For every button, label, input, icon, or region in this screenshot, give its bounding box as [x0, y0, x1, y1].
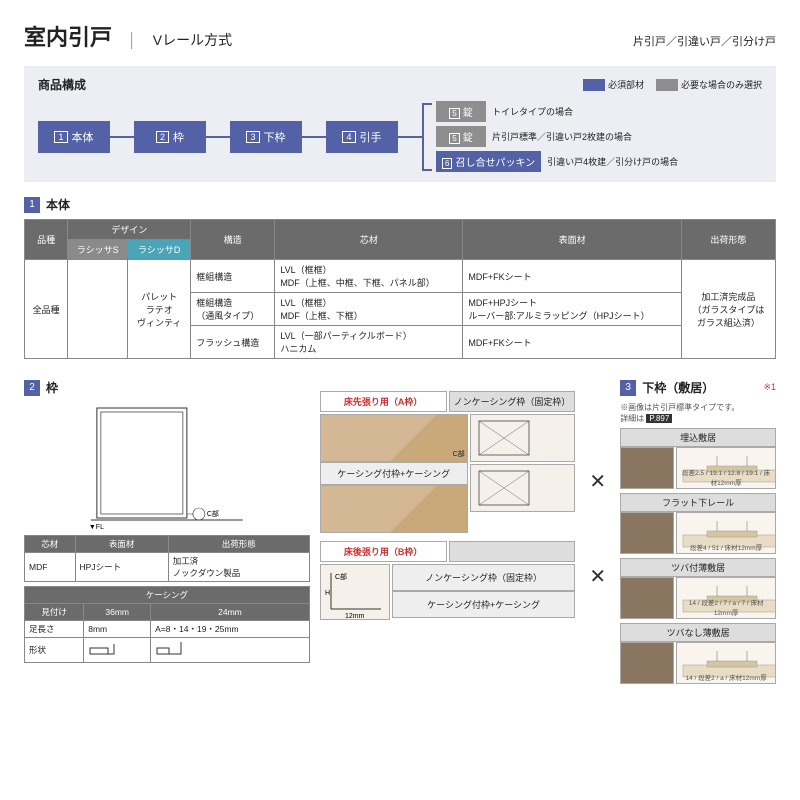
section-2-title: 枠 [46, 379, 58, 396]
svg-text:C部: C部 [335, 572, 347, 581]
sill-item-3: ツバなし薄敷居14 / 段差2 / a / 床材12mm厚 [620, 623, 776, 684]
section-3-note: ※画像は片引戸標準タイプです。詳細は P.897 [620, 402, 776, 424]
flow-row: 1本体 2枠 3下枠 4引手 5錠トイレタイプの場合 5錠片引戸標準／引違い戸2… [38, 101, 762, 172]
casing-profile-36-icon [88, 640, 118, 658]
frame-type-b-header: 床後張り用（B枠） [320, 541, 576, 562]
section-3-ref: ※1 [763, 382, 776, 393]
legend-required: 必須部材 [608, 80, 644, 90]
frame-a-section-1 [470, 414, 576, 462]
branch-lock-2: 5錠 [436, 126, 486, 147]
combine-x-2: ✕ [585, 564, 610, 589]
flow-node-2: 2枠 [134, 121, 206, 153]
section-3-num: 3 [620, 380, 636, 396]
section-3-title: 下枠（敷居） [642, 379, 714, 396]
title-sub: Vレール方式 [153, 30, 232, 50]
frame-elevation-diagram: ▼FL C部 [24, 402, 310, 532]
section-2-num: 2 [24, 380, 40, 396]
sill-title: ツバなし薄敷居 [620, 623, 776, 642]
section-2-header: 2 枠 [24, 379, 310, 396]
frame-b-detail: C部 H 12mm [320, 564, 390, 620]
branch-packing: 6召し合せパッキン [436, 151, 541, 172]
svg-text:H: H [325, 590, 330, 597]
section-1-num: 1 [24, 197, 40, 213]
casing-table: ケーシング 見付け36mm24mm 足長さ8mmA=8・14・19・25mm 形… [24, 586, 310, 663]
body-spec-table: 品種 デザイン 構造 芯材 表面材 出荷形態 ラシッサS ラシッサD 全品種 パ… [24, 219, 776, 359]
sill-section-diagram: 14 / 段差2 / 7 / a / 7 / 床材12mm厚 [676, 577, 776, 619]
svg-text:▼FL: ▼FL [89, 524, 104, 531]
frame-a-section-2 [470, 464, 576, 512]
frame-a-casing-label: ケーシング付枠+ケーシング [320, 462, 468, 485]
sill-photo [620, 577, 674, 619]
section-1-title: 本体 [46, 196, 70, 213]
sill-photo [620, 447, 674, 489]
frame-b-noncasing: ノンケーシング枠（固定枠） [392, 564, 576, 591]
sill-section-diagram: 14 / 段差2 / a / 床材12mm厚 [676, 642, 776, 684]
sill-title: 埋込敷居 [620, 428, 776, 447]
sill-section-diagram: 段差4 / 51 / 床材12mm厚 [676, 512, 776, 554]
sill-item-2: ツバ付薄敷居14 / 段差2 / 7 / a / 7 / 床材12mm厚 [620, 558, 776, 619]
title-separator: │ [128, 32, 137, 48]
section-1-header: 1 本体 [24, 196, 776, 213]
composition-panel: 商品構成 必須部材 必要な場合のみ選択 1本体 2枠 3下枠 4引手 5錠トイレ… [24, 66, 776, 182]
sill-item-0: 埋込敷居段差2.5 / 19.1 / 12.8 / 19.1 / 床材12mm厚 [620, 428, 776, 489]
branch-lock-1: 5錠 [436, 101, 486, 122]
svg-text:C部: C部 [207, 509, 219, 518]
sill-section-diagram: 段差2.5 / 19.1 / 12.8 / 19.1 / 床材12mm厚 [676, 447, 776, 489]
legend: 必須部材 必要な場合のみ選択 [583, 78, 762, 92]
flow-node-4: 4引手 [326, 121, 398, 153]
svg-text:12mm: 12mm [345, 613, 365, 619]
flow-node-3: 3下枠 [230, 121, 302, 153]
flow-node-1: 1本体 [38, 121, 110, 153]
sill-title: ツバ付薄敷居 [620, 558, 776, 577]
section-3-header: 3 下枠（敷居） ※1 [620, 379, 776, 396]
sill-item-1: フラット下レール段差4 / 51 / 床材12mm厚 [620, 493, 776, 554]
flow-branches: 5錠トイレタイプの場合 5錠片引戸標準／引違い戸2枚建の場合 6召し合せパッキン… [436, 101, 678, 172]
combine-x-1: ✕ [585, 469, 610, 494]
sill-photo [620, 642, 674, 684]
page-header: 室内引戸 │ Vレール方式 片引戸／引違い戸／引分け戸 [24, 20, 776, 52]
sill-title: フラット下レール [620, 493, 776, 512]
frame-material-table: 芯材表面材出荷形態 MDFHPJシート加工済 ノックダウン製品 [24, 535, 310, 582]
sill-photo [620, 512, 674, 554]
frame-b-casing: ケーシング付枠+ケーシング [392, 591, 576, 618]
frame-type-a-header: 床先張り用（A枠） ノンケーシング枠（固定枠） [320, 391, 576, 412]
title-main: 室内引戸 [24, 20, 112, 52]
composition-label: 商品構成 [38, 76, 86, 93]
title-variants: 片引戸／引違い戸／引分け戸 [633, 33, 776, 49]
frame-a-noncasing-img: C部 [320, 414, 468, 462]
casing-profile-24-icon [155, 640, 185, 658]
frame-a-casing-img [320, 485, 468, 533]
legend-optional: 必要な場合のみ選択 [681, 80, 762, 90]
